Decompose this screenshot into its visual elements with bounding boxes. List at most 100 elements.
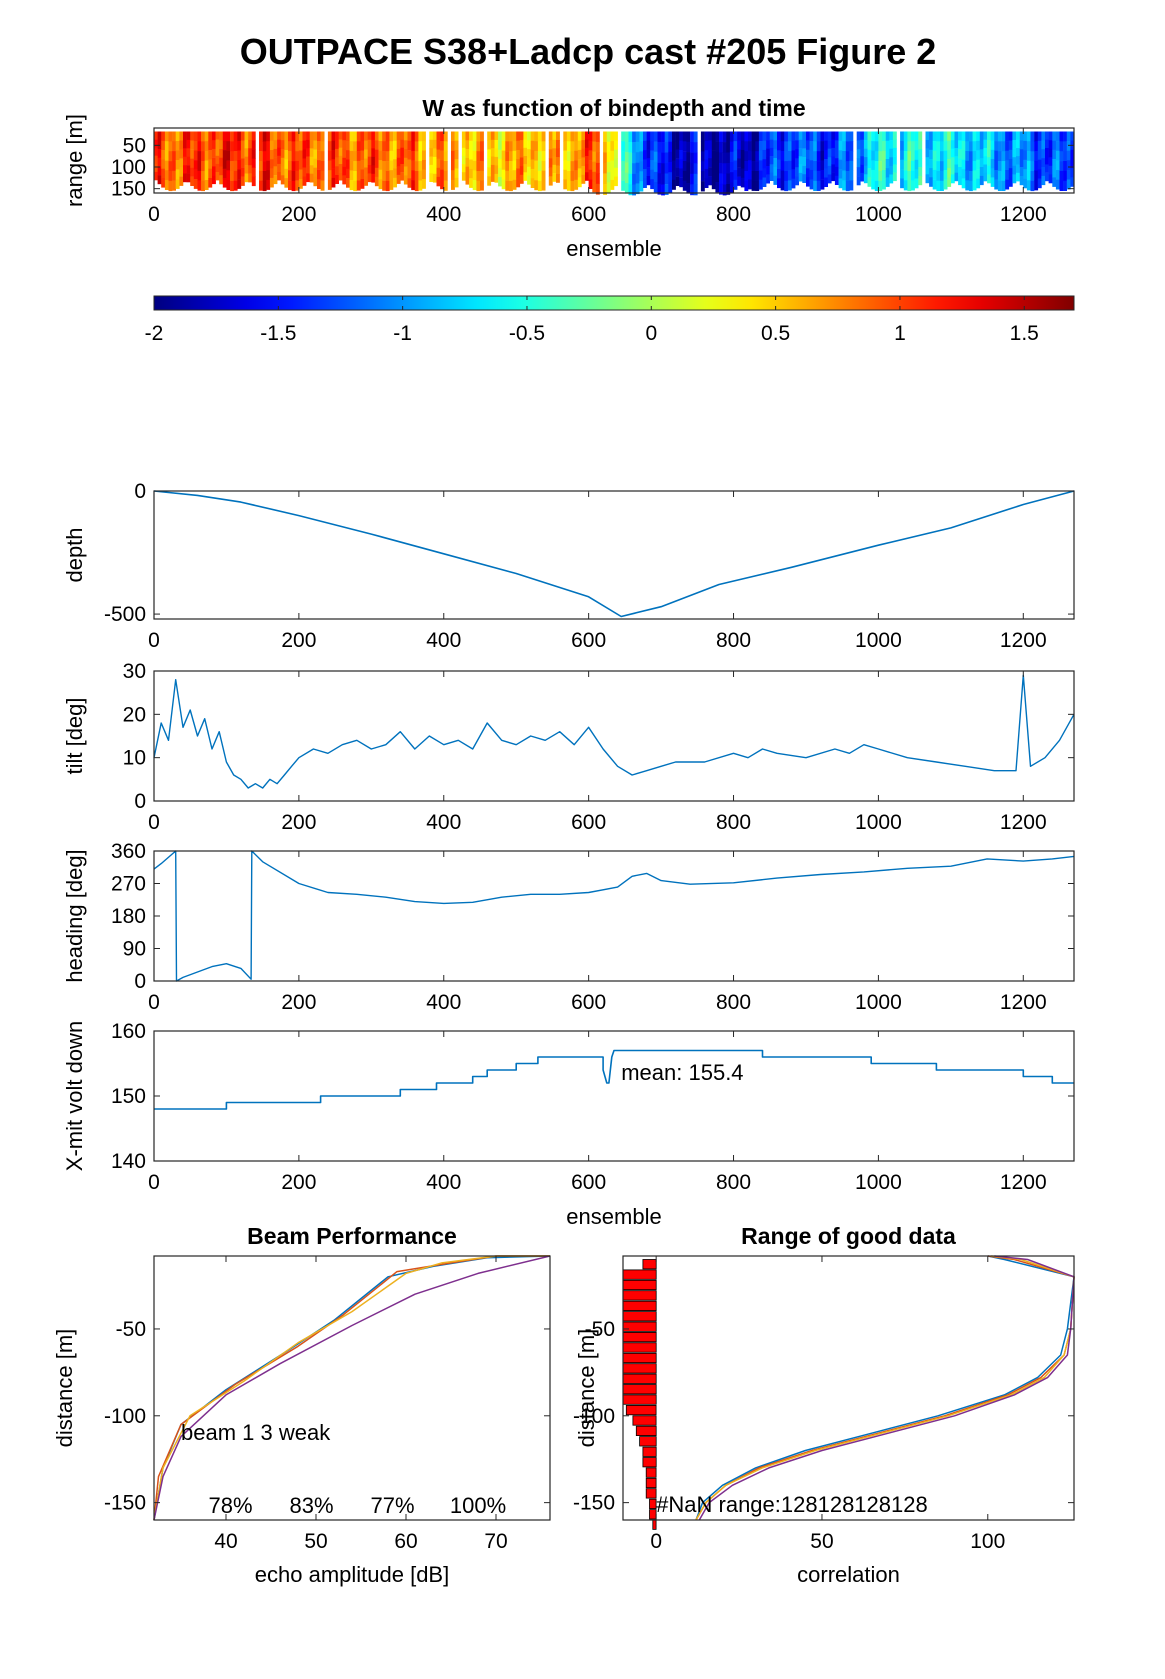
w-cell bbox=[346, 140, 350, 151]
w-cell bbox=[389, 131, 394, 142]
w-cell bbox=[164, 160, 169, 171]
w-cell bbox=[929, 159, 933, 169]
w-cell bbox=[396, 174, 401, 184]
w-cell bbox=[940, 151, 944, 162]
w-cell bbox=[668, 131, 673, 142]
w-cell bbox=[204, 180, 209, 190]
w-cell bbox=[480, 180, 484, 191]
w-cell bbox=[588, 150, 593, 161]
w-cell bbox=[273, 157, 278, 167]
w-cell bbox=[378, 150, 383, 161]
w-cell bbox=[646, 167, 651, 177]
w-cell bbox=[577, 140, 582, 151]
w-cell bbox=[690, 184, 694, 196]
w-cell bbox=[1019, 176, 1024, 186]
w-cell bbox=[976, 178, 981, 189]
w-cell bbox=[983, 148, 988, 157]
w-cell bbox=[476, 131, 481, 142]
w-cell bbox=[262, 161, 267, 172]
w-cell bbox=[237, 131, 242, 142]
w-cell bbox=[157, 166, 162, 176]
w-cell bbox=[614, 158, 618, 168]
w-cell bbox=[1055, 131, 1060, 142]
w-cell bbox=[1063, 161, 1067, 172]
w-cell bbox=[860, 139, 865, 149]
w-cell bbox=[889, 148, 894, 158]
w-cell bbox=[907, 171, 912, 182]
w-cell bbox=[994, 170, 999, 180]
colorbar-strip bbox=[153, 295, 1075, 311]
w-cell bbox=[248, 131, 253, 141]
w-cell bbox=[461, 139, 466, 149]
w-cell bbox=[606, 162, 611, 173]
w-cell bbox=[168, 131, 173, 142]
w-cell bbox=[432, 165, 437, 175]
w-cell bbox=[632, 131, 636, 143]
w-cell bbox=[215, 172, 220, 181]
w-cell bbox=[882, 160, 886, 171]
w-cell bbox=[871, 131, 876, 142]
w_image-xtick-label: 800 bbox=[716, 203, 751, 226]
w-cell bbox=[563, 150, 568, 161]
w-cell bbox=[932, 131, 937, 142]
w-cell bbox=[726, 184, 731, 195]
tilt-xtick-label: 600 bbox=[571, 811, 606, 834]
heading-xtick-label: 800 bbox=[716, 991, 751, 1014]
w-cell bbox=[219, 157, 224, 167]
w-cell bbox=[154, 155, 158, 165]
w-cell bbox=[947, 159, 952, 169]
w-cell bbox=[443, 161, 448, 172]
w-cell bbox=[374, 140, 379, 150]
w-cell bbox=[932, 141, 937, 151]
w-cell bbox=[816, 170, 821, 182]
w-cell bbox=[1026, 160, 1031, 171]
w-cell bbox=[251, 140, 256, 150]
w-cell bbox=[936, 151, 941, 162]
w-cell bbox=[407, 150, 412, 160]
w-cell bbox=[498, 131, 502, 141]
beam_performance-xtick-label: 40 bbox=[214, 1530, 237, 1553]
w-cell bbox=[306, 173, 310, 183]
beam_performance-ytick-label: -100 bbox=[104, 1405, 146, 1428]
w-cell bbox=[737, 149, 741, 159]
w-cell bbox=[226, 131, 231, 142]
w-cell bbox=[335, 157, 339, 167]
w-cell bbox=[979, 158, 984, 168]
w-cell bbox=[929, 168, 933, 178]
w-cell bbox=[961, 169, 966, 179]
w-cell bbox=[476, 141, 481, 152]
w-cell bbox=[994, 131, 999, 142]
w-cell bbox=[635, 183, 640, 195]
w-cell bbox=[954, 164, 959, 173]
w-cell bbox=[834, 158, 839, 168]
beam-2-percent: 83% bbox=[289, 1493, 333, 1518]
w-cell bbox=[719, 173, 723, 185]
w-cell bbox=[715, 161, 720, 173]
w-cell bbox=[646, 140, 651, 150]
w-cell bbox=[563, 179, 568, 190]
w-cell bbox=[918, 167, 923, 177]
w-cell bbox=[389, 160, 394, 171]
w-cell bbox=[179, 167, 184, 177]
w-cell bbox=[541, 170, 546, 181]
w-cell bbox=[548, 140, 553, 150]
w-cell bbox=[472, 180, 477, 191]
w-cell bbox=[950, 148, 955, 158]
xmit_volt-ytick-label: 140 bbox=[111, 1150, 146, 1173]
w-cell bbox=[907, 161, 912, 172]
w-cell bbox=[766, 157, 770, 167]
w-cell bbox=[378, 169, 383, 180]
w-cell bbox=[1023, 140, 1028, 151]
tilt-xtick-label: 400 bbox=[426, 811, 461, 834]
w-cell bbox=[164, 131, 169, 142]
w-cell bbox=[635, 173, 640, 184]
w-cell bbox=[827, 131, 832, 141]
w-cell bbox=[806, 140, 810, 150]
w-cell bbox=[327, 170, 332, 181]
w-cell bbox=[371, 165, 376, 175]
w-cell bbox=[903, 141, 908, 152]
w-cell bbox=[266, 150, 271, 161]
w-cell bbox=[802, 148, 807, 158]
w-cell bbox=[925, 148, 930, 158]
